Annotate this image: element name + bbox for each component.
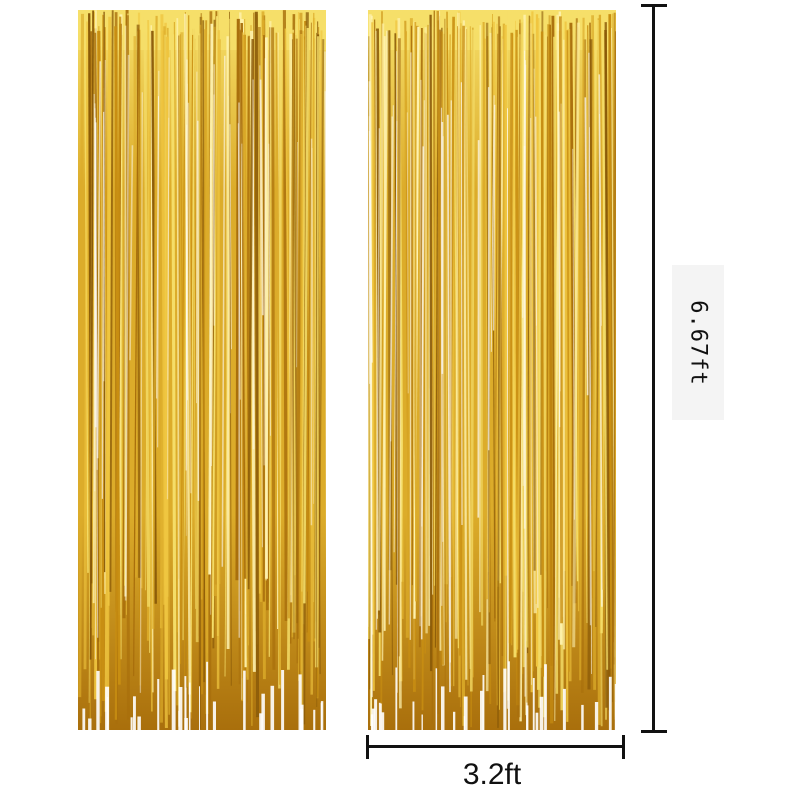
left-fringe-curtain — [78, 10, 326, 730]
width-dimension-line — [368, 745, 624, 748]
width-dimension-label: 3.2ft — [462, 758, 522, 791]
height-dimension-line — [652, 6, 655, 732]
height-dimension-label: 6.67ft — [685, 300, 711, 386]
right-curtain-graphic — [368, 10, 616, 730]
width-dimension-cap-right — [622, 735, 625, 759]
height-dimension-cap-bottom — [641, 730, 667, 733]
left-curtain-graphic — [78, 10, 326, 730]
width-dimension-cap-left — [366, 735, 369, 759]
height-label-background — [672, 265, 724, 420]
right-fringe-curtain — [368, 10, 616, 730]
height-dimension-cap-top — [641, 4, 667, 7]
